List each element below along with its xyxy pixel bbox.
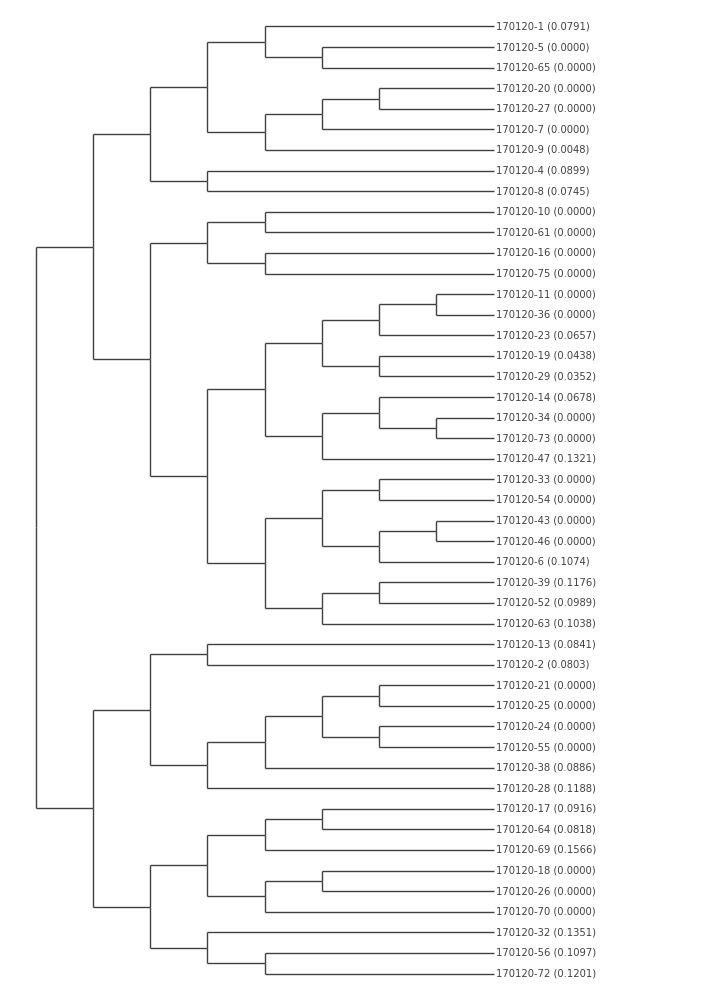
Text: 170120-69 (0.1566): 170120-69 (0.1566) — [496, 845, 597, 855]
Text: 170120-75 (0.0000): 170120-75 (0.0000) — [496, 269, 597, 279]
Text: 170120-38 (0.0886): 170120-38 (0.0886) — [496, 763, 596, 773]
Text: 170120-10 (0.0000): 170120-10 (0.0000) — [496, 207, 596, 217]
Text: 170120-72 (0.1201): 170120-72 (0.1201) — [496, 969, 597, 979]
Text: 170120-23 (0.0657): 170120-23 (0.0657) — [496, 330, 597, 340]
Text: 170120-61 (0.0000): 170120-61 (0.0000) — [496, 227, 597, 237]
Text: 170120-43 (0.0000): 170120-43 (0.0000) — [496, 516, 596, 526]
Text: 170120-65 (0.0000): 170120-65 (0.0000) — [496, 63, 597, 73]
Text: 170120-54 (0.0000): 170120-54 (0.0000) — [496, 495, 596, 505]
Text: 170120-47 (0.1321): 170120-47 (0.1321) — [496, 454, 597, 464]
Text: 170120-26 (0.0000): 170120-26 (0.0000) — [496, 886, 597, 896]
Text: 170120-28 (0.1188): 170120-28 (0.1188) — [496, 783, 597, 793]
Text: 170120-2 (0.0803): 170120-2 (0.0803) — [496, 660, 590, 670]
Text: 170120-32 (0.1351): 170120-32 (0.1351) — [496, 927, 597, 937]
Text: 170120-56 (0.1097): 170120-56 (0.1097) — [496, 948, 597, 958]
Text: 170120-14 (0.0678): 170120-14 (0.0678) — [496, 392, 597, 402]
Text: 170120-19 (0.0438): 170120-19 (0.0438) — [496, 351, 597, 361]
Text: 170120-27 (0.0000): 170120-27 (0.0000) — [496, 104, 597, 114]
Text: 170120-46 (0.0000): 170120-46 (0.0000) — [496, 536, 596, 546]
Text: 170120-9 (0.0048): 170120-9 (0.0048) — [496, 145, 590, 155]
Text: 170120-33 (0.0000): 170120-33 (0.0000) — [496, 474, 596, 484]
Text: 170120-39 (0.1176): 170120-39 (0.1176) — [496, 577, 597, 587]
Text: 170120-7 (0.0000): 170120-7 (0.0000) — [496, 124, 590, 134]
Text: 170120-20 (0.0000): 170120-20 (0.0000) — [496, 83, 596, 93]
Text: 170120-36 (0.0000): 170120-36 (0.0000) — [496, 310, 596, 320]
Text: 170120-1 (0.0791): 170120-1 (0.0791) — [496, 21, 590, 31]
Text: 170120-5 (0.0000): 170120-5 (0.0000) — [496, 42, 590, 52]
Text: 170120-64 (0.0818): 170120-64 (0.0818) — [496, 824, 597, 834]
Text: 170120-24 (0.0000): 170120-24 (0.0000) — [496, 721, 596, 731]
Text: 170120-16 (0.0000): 170120-16 (0.0000) — [496, 248, 597, 258]
Text: 170120-21 (0.0000): 170120-21 (0.0000) — [496, 680, 597, 690]
Text: 170120-8 (0.0745): 170120-8 (0.0745) — [496, 186, 590, 196]
Text: 170120-18 (0.0000): 170120-18 (0.0000) — [496, 866, 596, 876]
Text: 170120-63 (0.1038): 170120-63 (0.1038) — [496, 619, 597, 629]
Text: 170120-55 (0.0000): 170120-55 (0.0000) — [496, 742, 597, 752]
Text: 170120-52 (0.0989): 170120-52 (0.0989) — [496, 598, 597, 608]
Text: 170120-4 (0.0899): 170120-4 (0.0899) — [496, 166, 590, 176]
Text: 170120-29 (0.0352): 170120-29 (0.0352) — [496, 371, 597, 381]
Text: 170120-17 (0.0916): 170120-17 (0.0916) — [496, 804, 597, 814]
Text: 170120-25 (0.0000): 170120-25 (0.0000) — [496, 701, 597, 711]
Text: 170120-11 (0.0000): 170120-11 (0.0000) — [496, 289, 597, 299]
Text: 170120-34 (0.0000): 170120-34 (0.0000) — [496, 413, 596, 423]
Text: 170120-6 (0.1074): 170120-6 (0.1074) — [496, 557, 590, 567]
Text: 170120-70 (0.0000): 170120-70 (0.0000) — [496, 907, 596, 917]
Text: 170120-73 (0.0000): 170120-73 (0.0000) — [496, 433, 596, 443]
Text: 170120-13 (0.0841): 170120-13 (0.0841) — [496, 639, 597, 649]
